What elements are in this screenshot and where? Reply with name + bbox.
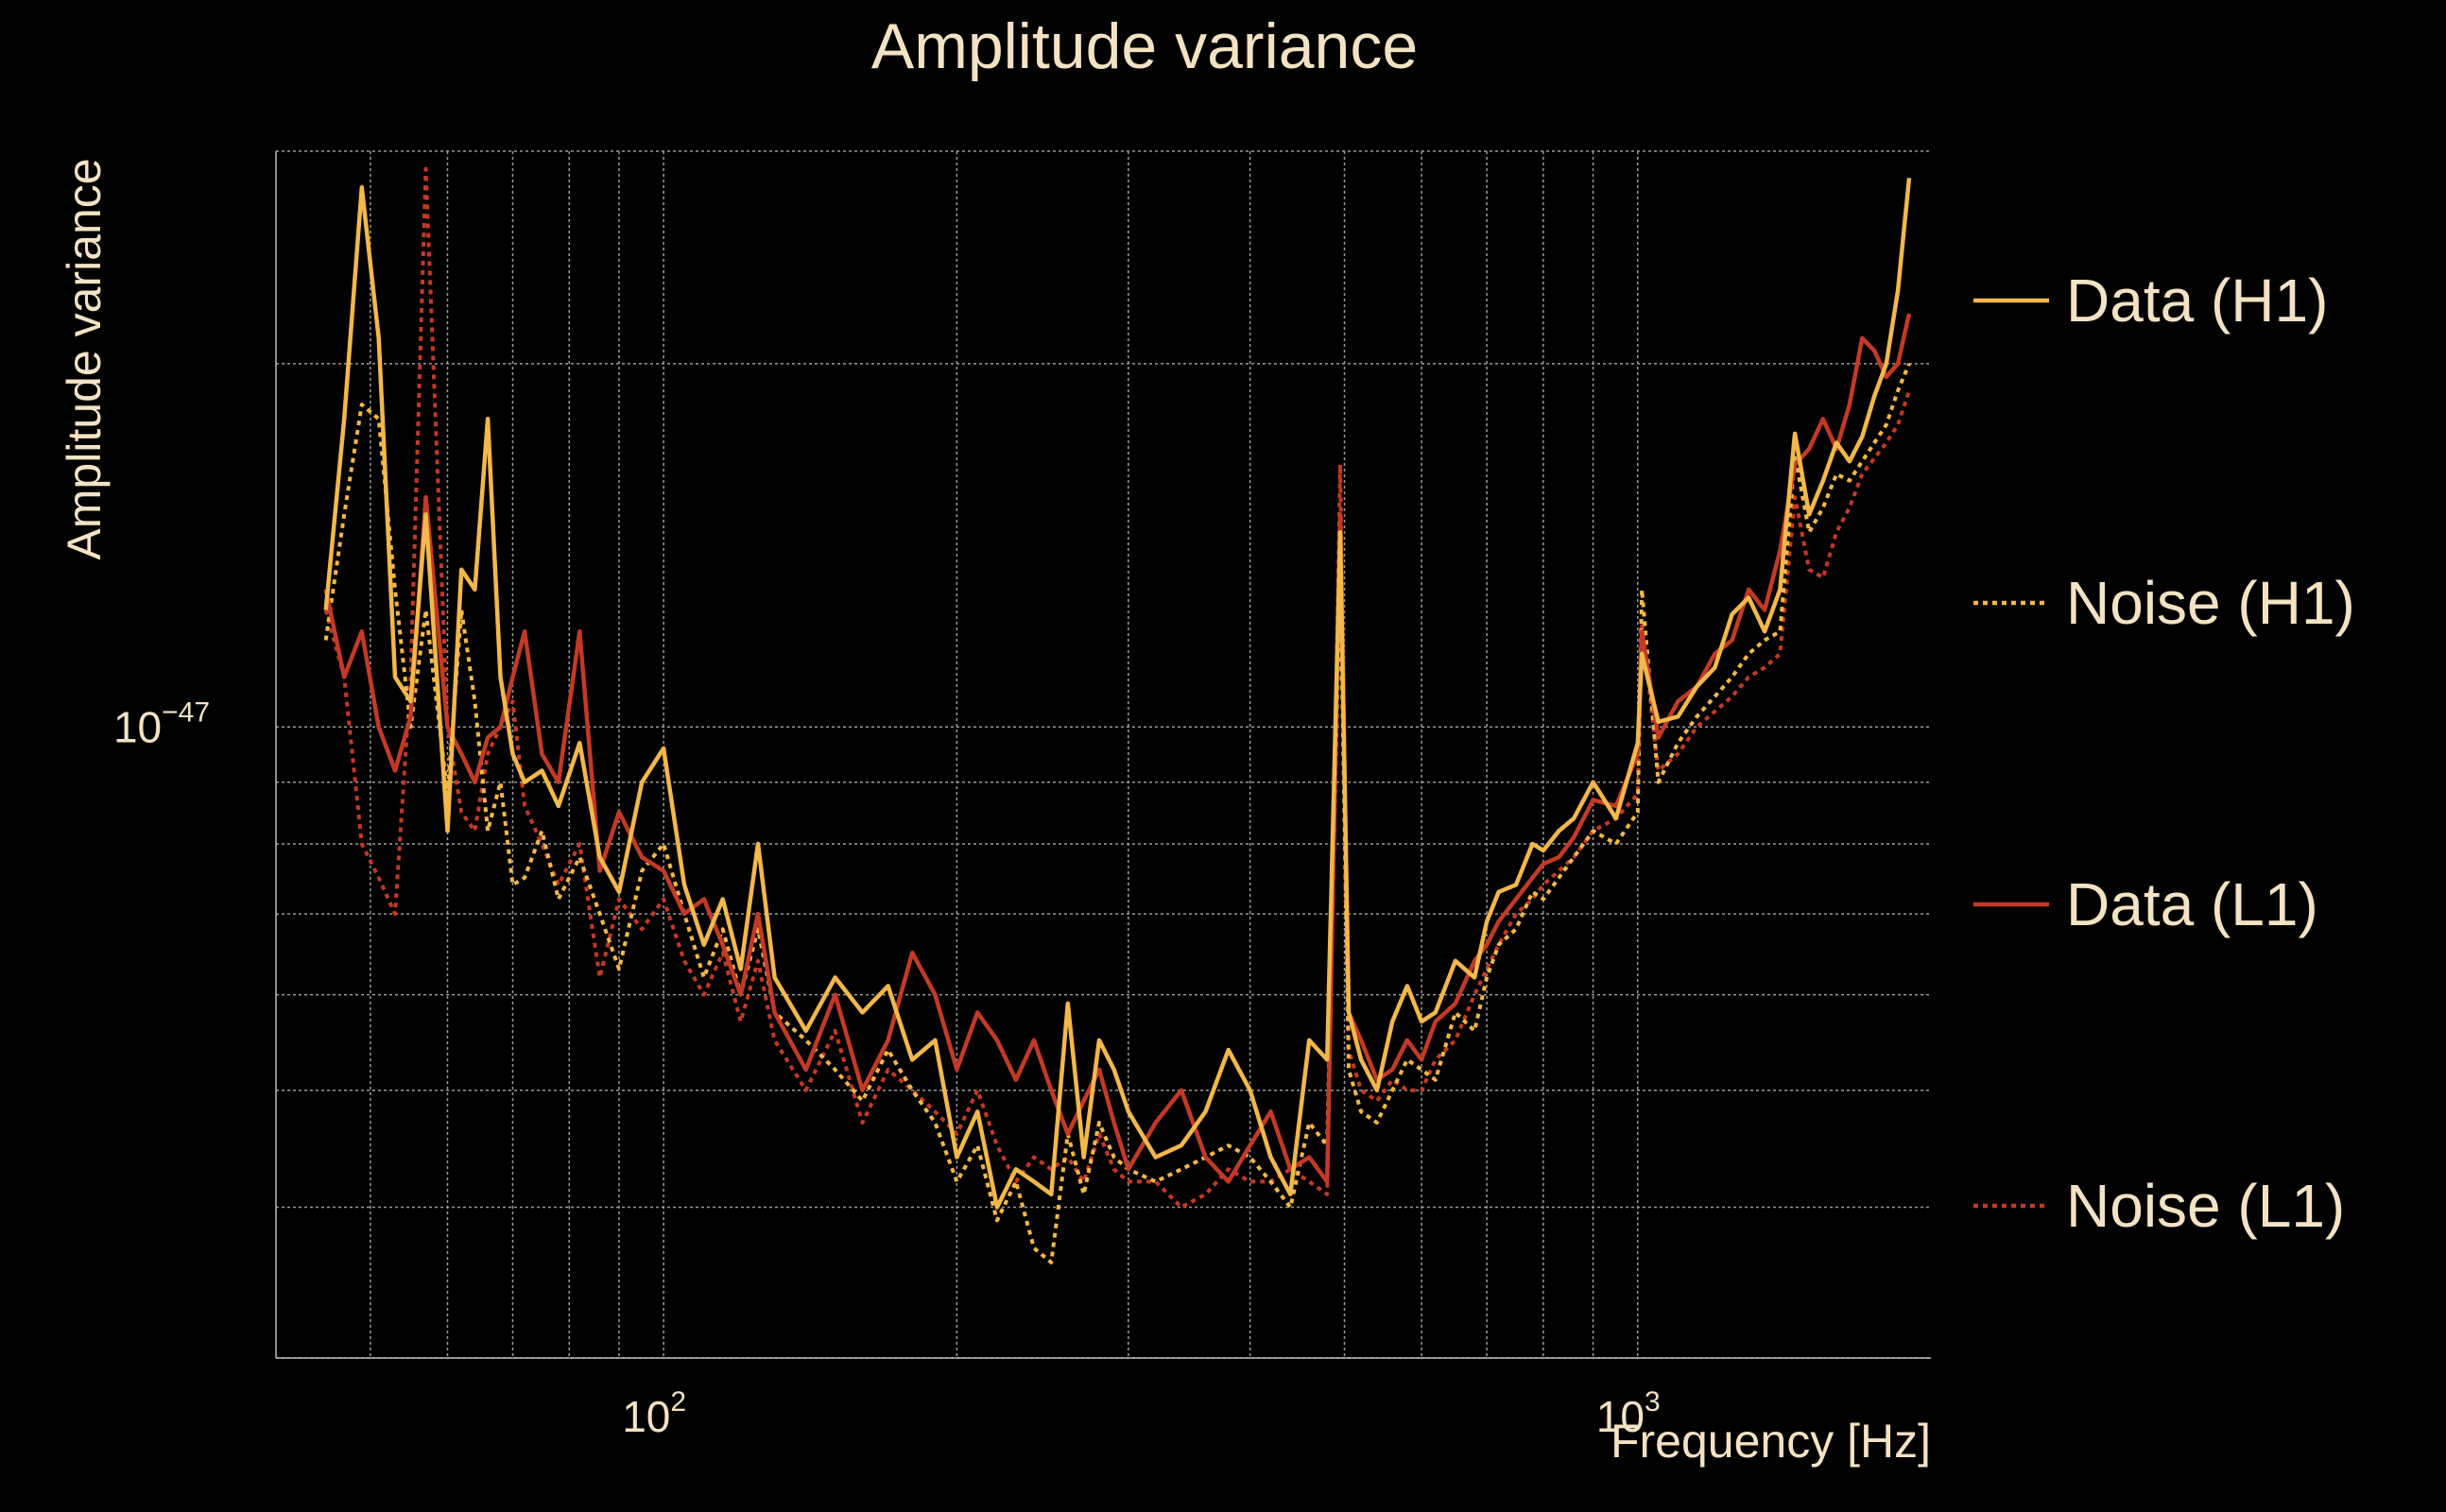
x-tick-label: 103 (1596, 1386, 1661, 1441)
y-axis-label: Amplitude variance (58, 158, 111, 559)
legend-label: Noise (H1) (2066, 569, 2355, 637)
series-line-data-h1 (323, 178, 1912, 1210)
legend-entry: Noise (L1) (1973, 1172, 2345, 1240)
legend-label: Data (H1) (2066, 266, 2328, 335)
legend-label: Noise (L1) (2066, 1172, 2345, 1240)
legend-label: Data (L1) (2066, 870, 2318, 938)
chart-title: Amplitude variance (871, 10, 1418, 82)
legend-entry: Data (H1) (1973, 266, 2328, 335)
y-tick-label: 10−47 (113, 696, 210, 751)
x-tick-label: 102 (622, 1386, 686, 1441)
tick-labels: 102 103 10−47 (113, 696, 1661, 1441)
x-axis-label: Frequency [Hz] (1611, 1415, 1931, 1468)
legend-entry: Noise (H1) (1973, 569, 2355, 637)
series-line-data-l1 (323, 313, 1912, 1184)
series-line-noise-h1 (323, 363, 1911, 1264)
plot-frame (275, 151, 1931, 1359)
series-line-noise-l1 (323, 166, 1911, 1210)
legend: Data (H1) Noise (H1) Data (L1) Noise (L1) (1973, 266, 2355, 1240)
series-layer (323, 166, 1912, 1264)
legend-entry: Data (L1) (1973, 870, 2318, 938)
grid (276, 150, 1931, 1359)
